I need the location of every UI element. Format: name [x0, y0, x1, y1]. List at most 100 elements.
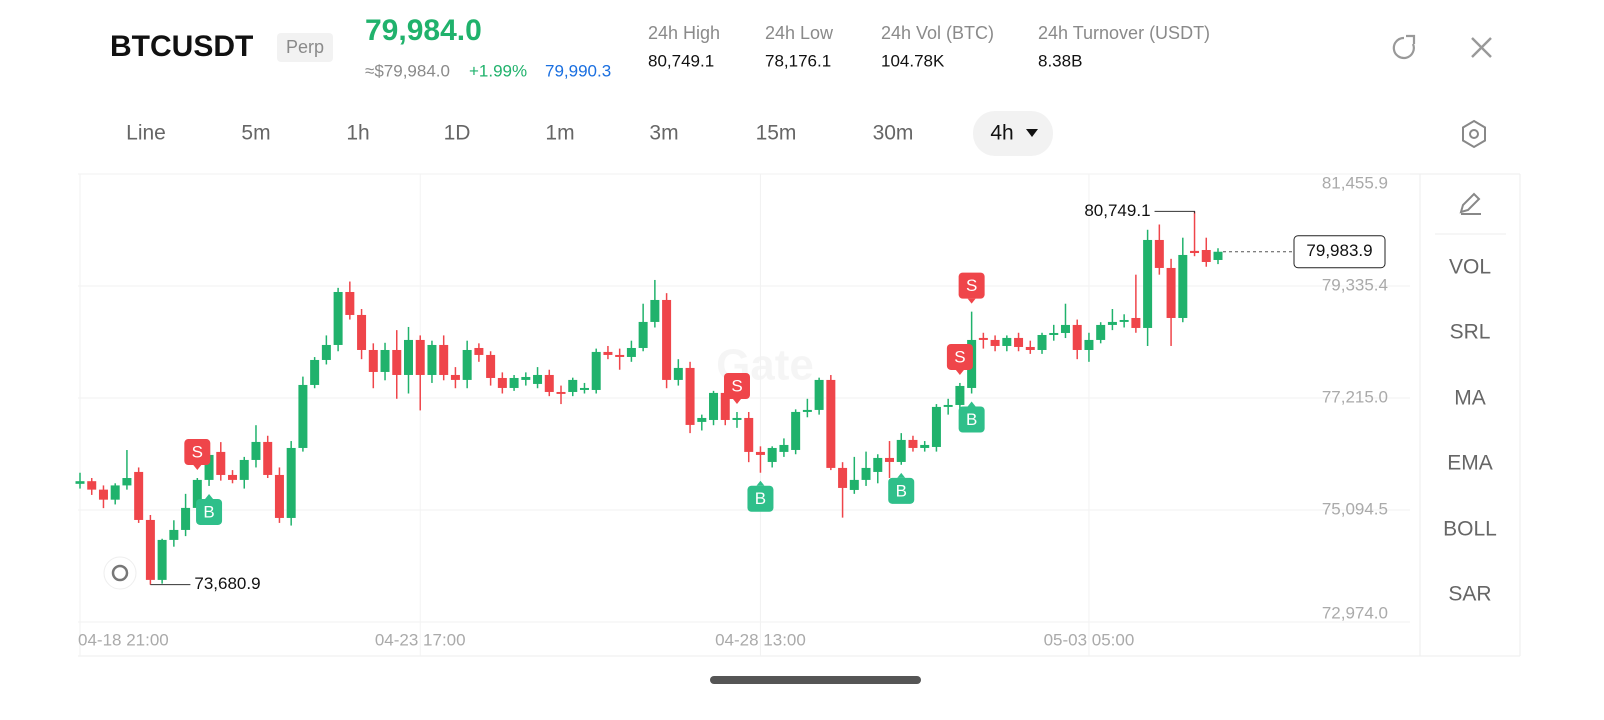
candle-body [192, 479, 202, 508]
candle-body [767, 447, 777, 462]
candle-body [333, 291, 343, 345]
tab[interactable]: Line [126, 122, 166, 145]
tab[interactable]: 1D [444, 122, 471, 145]
stat-value: 104.78K [881, 51, 945, 70]
marker-pointer [967, 401, 976, 407]
settings-button[interactable] [1462, 119, 1486, 149]
candle-body [861, 467, 871, 480]
tab[interactable]: 1m [545, 122, 574, 145]
candle-body [838, 467, 848, 488]
candle-body [544, 374, 554, 392]
trade-marker: B [196, 493, 223, 525]
candle-body [1201, 250, 1211, 262]
candle-body [709, 392, 719, 420]
candle-body [802, 409, 812, 412]
indicator[interactable]: SRL [1450, 321, 1491, 344]
chart-mode-button[interactable] [103, 556, 137, 590]
candle-body [978, 337, 988, 340]
trade-marker: B [888, 472, 915, 504]
candle-body [75, 481, 85, 484]
draw-tool[interactable] [1459, 192, 1481, 215]
candle-body [251, 441, 261, 460]
tab[interactable]: 30m [873, 122, 914, 145]
candle-body [1002, 337, 1012, 346]
candle-body [556, 391, 566, 394]
candle-body [579, 387, 589, 390]
marker-badge [958, 406, 985, 433]
min-label: 73,680.9 [194, 574, 260, 593]
candle-body [145, 519, 155, 580]
indicator[interactable]: VOL [1449, 256, 1491, 279]
max-label: 80,749.1 [1084, 201, 1150, 220]
candle-body [1166, 267, 1176, 318]
candle-body [1084, 339, 1094, 350]
dropdown-arrow [1026, 129, 1038, 137]
marker-badge [723, 372, 750, 399]
candle-body [357, 314, 367, 350]
change: +1.99% [469, 61, 527, 80]
marker-label: S [731, 376, 742, 395]
candle-body [1107, 321, 1117, 325]
tab[interactable]: 3m [649, 122, 678, 145]
candle-body [908, 439, 918, 448]
marker-pointer [897, 472, 906, 478]
indicator[interactable]: EMA [1447, 452, 1493, 475]
indicator[interactable]: BOLL [1443, 518, 1497, 541]
stat-value: 80,749.1 [648, 51, 714, 70]
candle-body [427, 344, 437, 375]
candle-body [169, 529, 179, 540]
candle-body [380, 349, 390, 372]
candle-body [298, 384, 308, 448]
trade-marker: S [946, 343, 973, 375]
candle-body [345, 291, 355, 315]
marker-pointer [967, 298, 976, 304]
candle-body [943, 404, 953, 407]
marker-label: B [896, 481, 907, 500]
candle-body [826, 379, 836, 468]
indicator[interactable]: SAR [1448, 583, 1491, 606]
candle-body [920, 444, 930, 448]
candle-body [755, 451, 765, 455]
active-tab[interactable]: 4h [990, 122, 1013, 145]
last-price: 79,984.0 [365, 14, 482, 47]
candle-body [1037, 334, 1047, 350]
marker-label: B [966, 410, 977, 429]
marker-label: S [192, 443, 203, 462]
candle-body [521, 376, 531, 380]
marker-badge [958, 272, 985, 299]
tab[interactable]: 5m [241, 122, 270, 145]
candle-body [157, 539, 167, 580]
candle-body [990, 339, 1000, 346]
last-price-box [1293, 235, 1386, 269]
tab[interactable]: 1h [346, 122, 369, 145]
trade-marker: S [958, 272, 985, 304]
tabs: Line 5m 1h 1D 1m 3m 15m 30m 4h [126, 122, 1014, 145]
close-button[interactable] [1471, 37, 1492, 58]
trade-marker: B [747, 480, 774, 512]
candle-body [392, 349, 402, 375]
candle-body [509, 377, 519, 388]
stat-label: 24h Turnover (USDT) [1038, 23, 1210, 43]
candle-body [110, 485, 120, 500]
candle-body [368, 349, 378, 372]
candle-body [239, 459, 249, 480]
x-tick-label: 05-03 05:00 [1044, 630, 1135, 649]
refresh-button[interactable] [1392, 34, 1416, 60]
candle-body [591, 351, 601, 390]
marker-badge [888, 477, 915, 504]
tag: Perp [286, 37, 324, 57]
candle-body [1049, 332, 1059, 335]
marker-label: S [966, 276, 977, 295]
trade-marker: S [184, 439, 211, 471]
candle-body [310, 359, 320, 385]
tab[interactable]: 15m [756, 122, 797, 145]
y-tick-label: 81,455.9 [1322, 173, 1388, 192]
active-tab-bg [973, 111, 1053, 156]
candle-body [626, 347, 636, 357]
candle-body [603, 351, 613, 355]
candle-body [1025, 346, 1035, 350]
candle-body [263, 441, 273, 475]
indicator[interactable]: MA [1454, 387, 1486, 410]
